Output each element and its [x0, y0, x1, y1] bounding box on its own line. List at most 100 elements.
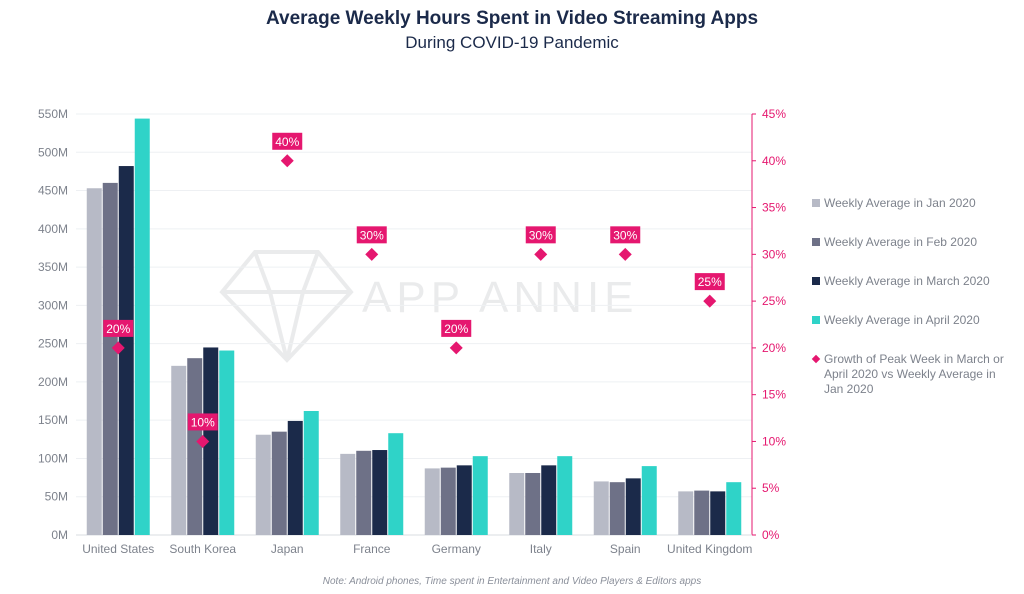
- y-left-tick-label: 150M: [38, 413, 68, 427]
- y-right-tick-label: 40%: [762, 154, 786, 168]
- x-tick-label: United States: [82, 542, 154, 556]
- growth-label: 40%: [275, 135, 299, 149]
- growth-marker: [534, 247, 548, 261]
- y-left-tick-label: 100M: [38, 451, 68, 465]
- bar: [271, 431, 287, 535]
- y-right-tick-label: 10%: [762, 434, 786, 448]
- bar: [625, 478, 641, 535]
- bar: [509, 472, 525, 535]
- growth-marker: [280, 154, 294, 168]
- growth-label: 30%: [360, 228, 384, 242]
- watermark: APP ANNIE: [219, 250, 639, 363]
- y-left-tick-label: 350M: [38, 260, 68, 274]
- x-tick-label: Japan: [271, 542, 304, 556]
- bar: [541, 465, 557, 535]
- legend-item-feb: Weekly Average in Feb 2020: [812, 235, 1012, 250]
- axes: 0M 50M 100M 150M 200M 250M 300M 350M 400M 450M 500…: [38, 107, 786, 556]
- y-right-tick-label: 0%: [762, 528, 780, 542]
- growth-label-bg: [525, 226, 556, 244]
- growth-label: 10%: [191, 415, 215, 429]
- growth-marker: [196, 434, 210, 448]
- bar: [118, 166, 134, 535]
- bar: [694, 490, 710, 535]
- growth-label: 20%: [444, 322, 468, 336]
- growth-marker: [618, 247, 632, 261]
- growth-marker: [111, 341, 125, 355]
- bars: [86, 118, 742, 536]
- legend-item-jan: Weekly Average in Jan 2020: [812, 196, 1012, 211]
- legend-label-feb: Weekly Average in Feb 2020: [824, 235, 977, 249]
- bar: [340, 453, 356, 535]
- bar: [187, 358, 203, 535]
- bar: [134, 118, 150, 536]
- bar: [255, 434, 271, 535]
- growth-label: 25%: [698, 275, 722, 289]
- legend: Weekly Average in Jan 2020 Weekly Averag…: [811, 196, 1012, 421]
- y-left-tick-label: 450M: [38, 184, 68, 198]
- footnote: Note: Android phones, Time spent in Ente…: [322, 576, 702, 587]
- legend-swatch-march: [812, 277, 820, 285]
- growth-label-bg: [441, 319, 472, 337]
- y-right-tick-label: 20%: [762, 341, 786, 355]
- bar: [86, 188, 102, 535]
- growth-marker: [703, 294, 717, 308]
- bar: [456, 465, 472, 535]
- bar: [102, 182, 118, 535]
- legend-item-march: Weekly Average in March 2020: [812, 274, 1012, 289]
- bar: [472, 456, 488, 535]
- y-left-tick-label: 50M: [45, 490, 68, 504]
- legend-label-jan: Weekly Average in Jan 2020: [824, 196, 976, 210]
- y-right-tick-label: 15%: [762, 388, 786, 402]
- bar: [440, 467, 456, 535]
- x-tick-label: Italy: [530, 542, 552, 556]
- growth-label-bg: [610, 226, 641, 244]
- growth-label-bg: [356, 226, 387, 244]
- y-left-tick-label: 500M: [38, 145, 68, 159]
- bar: [424, 468, 440, 535]
- x-tick-label: Germany: [432, 542, 481, 556]
- diamond-logo-icon: [219, 250, 354, 363]
- bar: [710, 491, 726, 535]
- bar: [388, 433, 404, 535]
- legend-item-growth: Growth of Peak Week in March or April 20…: [811, 352, 1012, 397]
- legend-diamond-icon: [811, 354, 821, 364]
- bar: [525, 472, 541, 535]
- growth-label-bg: [187, 413, 218, 431]
- legend-swatch-feb: [812, 238, 820, 246]
- legend-swatch-april: [812, 316, 820, 324]
- bar: [219, 350, 235, 535]
- watermark-text: APP ANNIE: [362, 273, 639, 322]
- growth-marker: [365, 247, 379, 261]
- bar: [641, 466, 657, 535]
- bar: [203, 347, 219, 535]
- x-tick-label: France: [353, 542, 391, 556]
- growth-label: 20%: [106, 322, 130, 336]
- bar: [678, 491, 694, 535]
- y-left-tick-label: 250M: [38, 337, 68, 351]
- growth-label-bg: [103, 319, 134, 337]
- growth-label: 30%: [613, 228, 637, 242]
- x-tick-label: Spain: [610, 542, 641, 556]
- bar: [287, 420, 303, 535]
- legend-label-growth: Growth of Peak Week in March or April 20…: [824, 352, 1004, 396]
- bar: [726, 482, 742, 535]
- bar: [356, 450, 372, 535]
- legend-swatch-jan: [812, 199, 820, 207]
- growth-label-bg: [272, 132, 303, 150]
- y-right-tick-label: 30%: [762, 247, 786, 261]
- legend-item-april: Weekly Average in April 2020: [812, 313, 1012, 328]
- x-tick-label: United Kingdom: [667, 542, 752, 556]
- bar: [171, 365, 187, 535]
- bar: [303, 410, 319, 535]
- y-left-tick-label: 400M: [38, 222, 68, 236]
- y-right-tick-label: 35%: [762, 201, 786, 215]
- bar: [372, 450, 388, 535]
- growth-label: 30%: [529, 228, 553, 242]
- y-left-tick-label: 200M: [38, 375, 68, 389]
- chart-title: Average Weekly Hours Spent in Video Stre…: [265, 8, 759, 29]
- legend-label-april: Weekly Average in April 2020: [824, 313, 980, 327]
- y-right-tick-label: 25%: [762, 294, 786, 308]
- bar: [557, 456, 573, 535]
- growth-marker: [449, 341, 463, 355]
